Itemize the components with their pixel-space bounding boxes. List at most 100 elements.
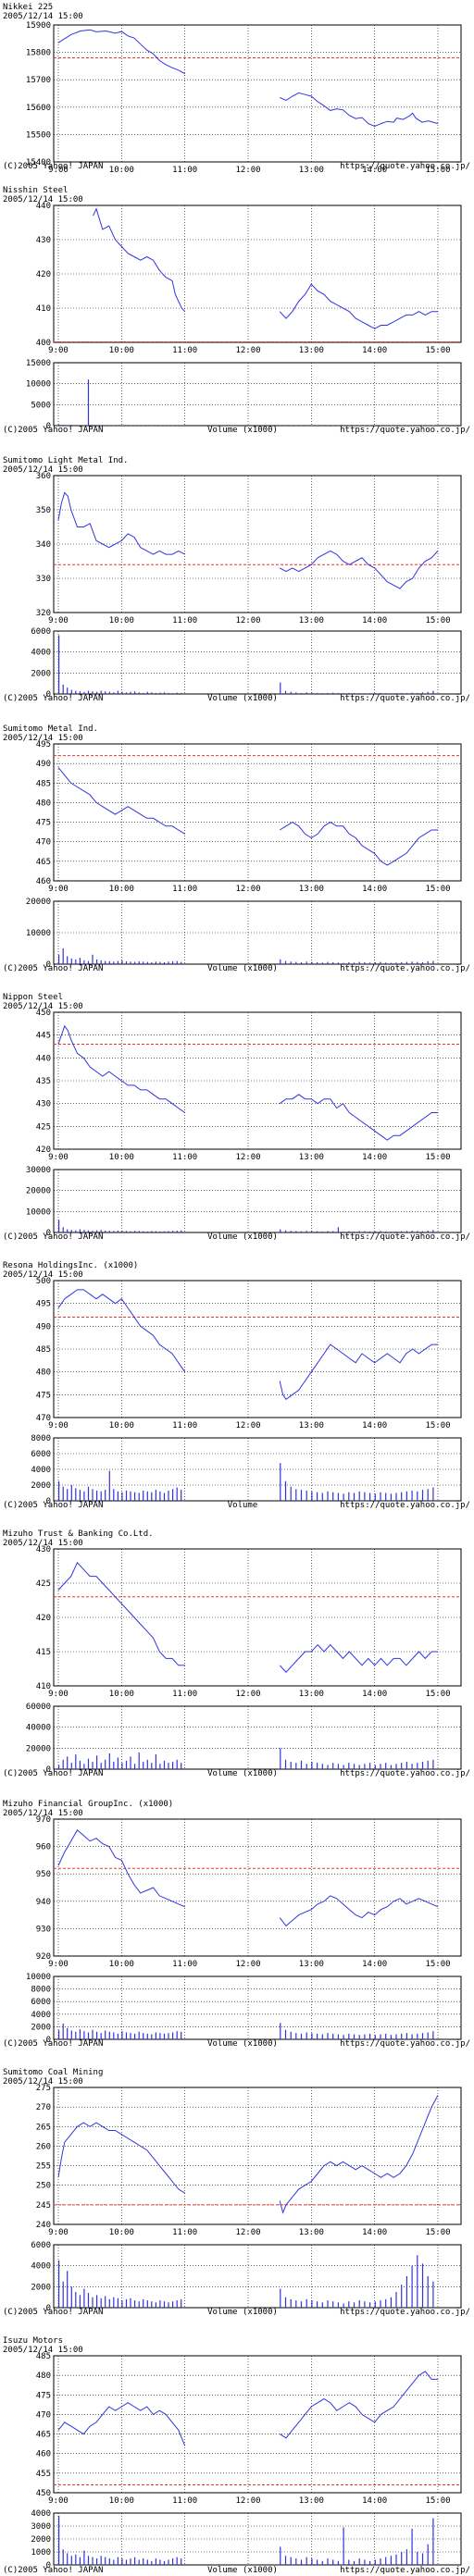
volume-bar-morning [159,2300,161,2308]
volume-bar-morning [75,2292,77,2308]
volume-bar-morning [108,2558,110,2565]
volume-bar-afternoon [390,1493,392,1501]
volume-bar-afternoon [306,692,307,694]
volume-bar-morning [134,425,136,426]
x-tick-label: 10:00 [109,1421,134,1430]
price-y-tick-label: 15700 [26,76,51,85]
x-tick-label: 12:00 [235,1421,260,1430]
volume-bar-morning [146,1759,148,1769]
volume-bar-morning [96,959,98,964]
volume-bar-morning [67,687,69,694]
volume-bar-afternoon [332,2559,334,2565]
volume-bar-morning [138,1492,140,1501]
volume-bar-afternoon [306,2298,307,2308]
chart-block-7: Mizuho Trust & Banking Co.Ltd.2005/12/14… [3,1530,470,1778]
volume-bar-afternoon [405,961,407,964]
volume-bar-morning [113,692,115,694]
volume-bar-morning [176,1759,178,1769]
volume-bar-morning [87,379,90,426]
price-y-tick-label: 495 [36,1300,51,1309]
volume-bar-afternoon [417,2033,418,2039]
x-tick-label: 9:00 [48,346,69,355]
volume-bar-afternoon [369,2302,371,2308]
volume-bar-morning [138,1752,140,1769]
price-line-afternoon [279,1643,438,1673]
volume-bar-afternoon [374,693,376,694]
volume-bar-morning [83,2550,85,2565]
volume-bar-morning [58,1765,60,1769]
volume-bar-afternoon [427,1231,429,1232]
x-tick-label: 12:00 [235,2496,260,2506]
volume-bar-morning [151,1492,153,1501]
volume-bar-afternoon [353,2302,356,2308]
volume-bar-morning [62,2024,64,2039]
volume-bar-morning [100,2297,102,2308]
volume-bar-afternoon [369,1763,371,1769]
volume-bar-afternoon [421,425,424,426]
volume-bar-afternoon [332,2033,334,2039]
volume-bar-morning [134,1492,136,1501]
volume-bar-morning [96,2558,98,2565]
volume-bar-afternoon [300,692,303,694]
volume-bar-morning [87,960,90,964]
x-tick-label: 11:00 [172,2228,197,2237]
volume-bar-afternoon [364,2034,366,2039]
volume-bar-morning [92,2029,94,2039]
price-line-morning [57,2122,185,2194]
price-y-tick-label: 435 [36,1077,51,1086]
price-y-tick-label: 480 [36,799,51,808]
volume-y-tick-label: 2000 [31,2023,51,2032]
price-y-tick-label: 15600 [26,104,51,113]
volume-bar-morning [151,1763,153,1769]
volume-bar-morning [105,1759,106,1769]
volume-bar-morning [67,1489,69,1502]
x-tick-label: 9:00 [48,166,69,175]
x-tick-label: 11:00 [172,346,197,355]
chart-subtitle: 2005/12/14 15:00 [3,1270,83,1280]
volume-bar-morning [75,1488,77,1501]
volume-bar-morning [125,2298,128,2308]
volume-bar-afternoon [427,2032,429,2039]
x-tick-label: 13:00 [299,616,324,625]
volume-bar-morning [134,1764,136,1769]
volume-bar-morning [172,2301,174,2308]
volume-bar-morning [159,425,161,426]
volume-bar-morning [130,2558,131,2565]
volume-bar-afternoon [306,2557,307,2565]
volume-bar-morning [67,956,69,964]
volume-bar-afternoon [390,2035,392,2039]
volume-y-tick-label: 0 [46,2304,51,2313]
copyright-text: (C)2005 Yahoo! JAPAN [3,1769,103,1778]
price-y-tick-label: 440 [36,1054,51,1063]
volume-bar-morning [176,2557,178,2565]
volume-bar-morning [100,1491,102,1501]
price-line-afternoon [279,1895,439,1927]
volume-bar-afternoon [405,1762,407,1769]
volume-bar-afternoon [327,1765,329,1769]
volume-bar-afternoon [421,1762,424,1769]
volume-y-tick-label: 20000 [26,898,51,907]
volume-bar-morning [130,1491,131,1501]
volume-y-tick-label: 2000 [31,2535,51,2545]
volume-bar-morning [146,425,148,426]
volume-bar-afternoon [411,961,413,964]
volume-bar-afternoon [374,962,376,964]
chart-subtitle: 2005/12/14 15:00 [3,1809,83,1818]
volume-bar-afternoon [311,1491,313,1501]
x-tick-label: 9:00 [48,1960,69,1969]
price-y-tick-label: 275 [36,2084,51,2093]
volume-bar-afternoon [337,425,339,426]
volume-bar-morning [92,954,94,964]
volume-bar-afternoon [280,682,281,694]
volume-bar-afternoon [405,425,407,426]
volume-bar-afternoon [364,1764,366,1769]
volume-bar-afternoon [290,2298,292,2308]
volume-bar-morning [172,693,174,694]
volume-bar-afternoon [405,693,407,694]
volume-bar-morning [79,958,81,964]
x-tick-label: 15:00 [425,1421,450,1430]
volume-bar-afternoon [280,2288,281,2308]
